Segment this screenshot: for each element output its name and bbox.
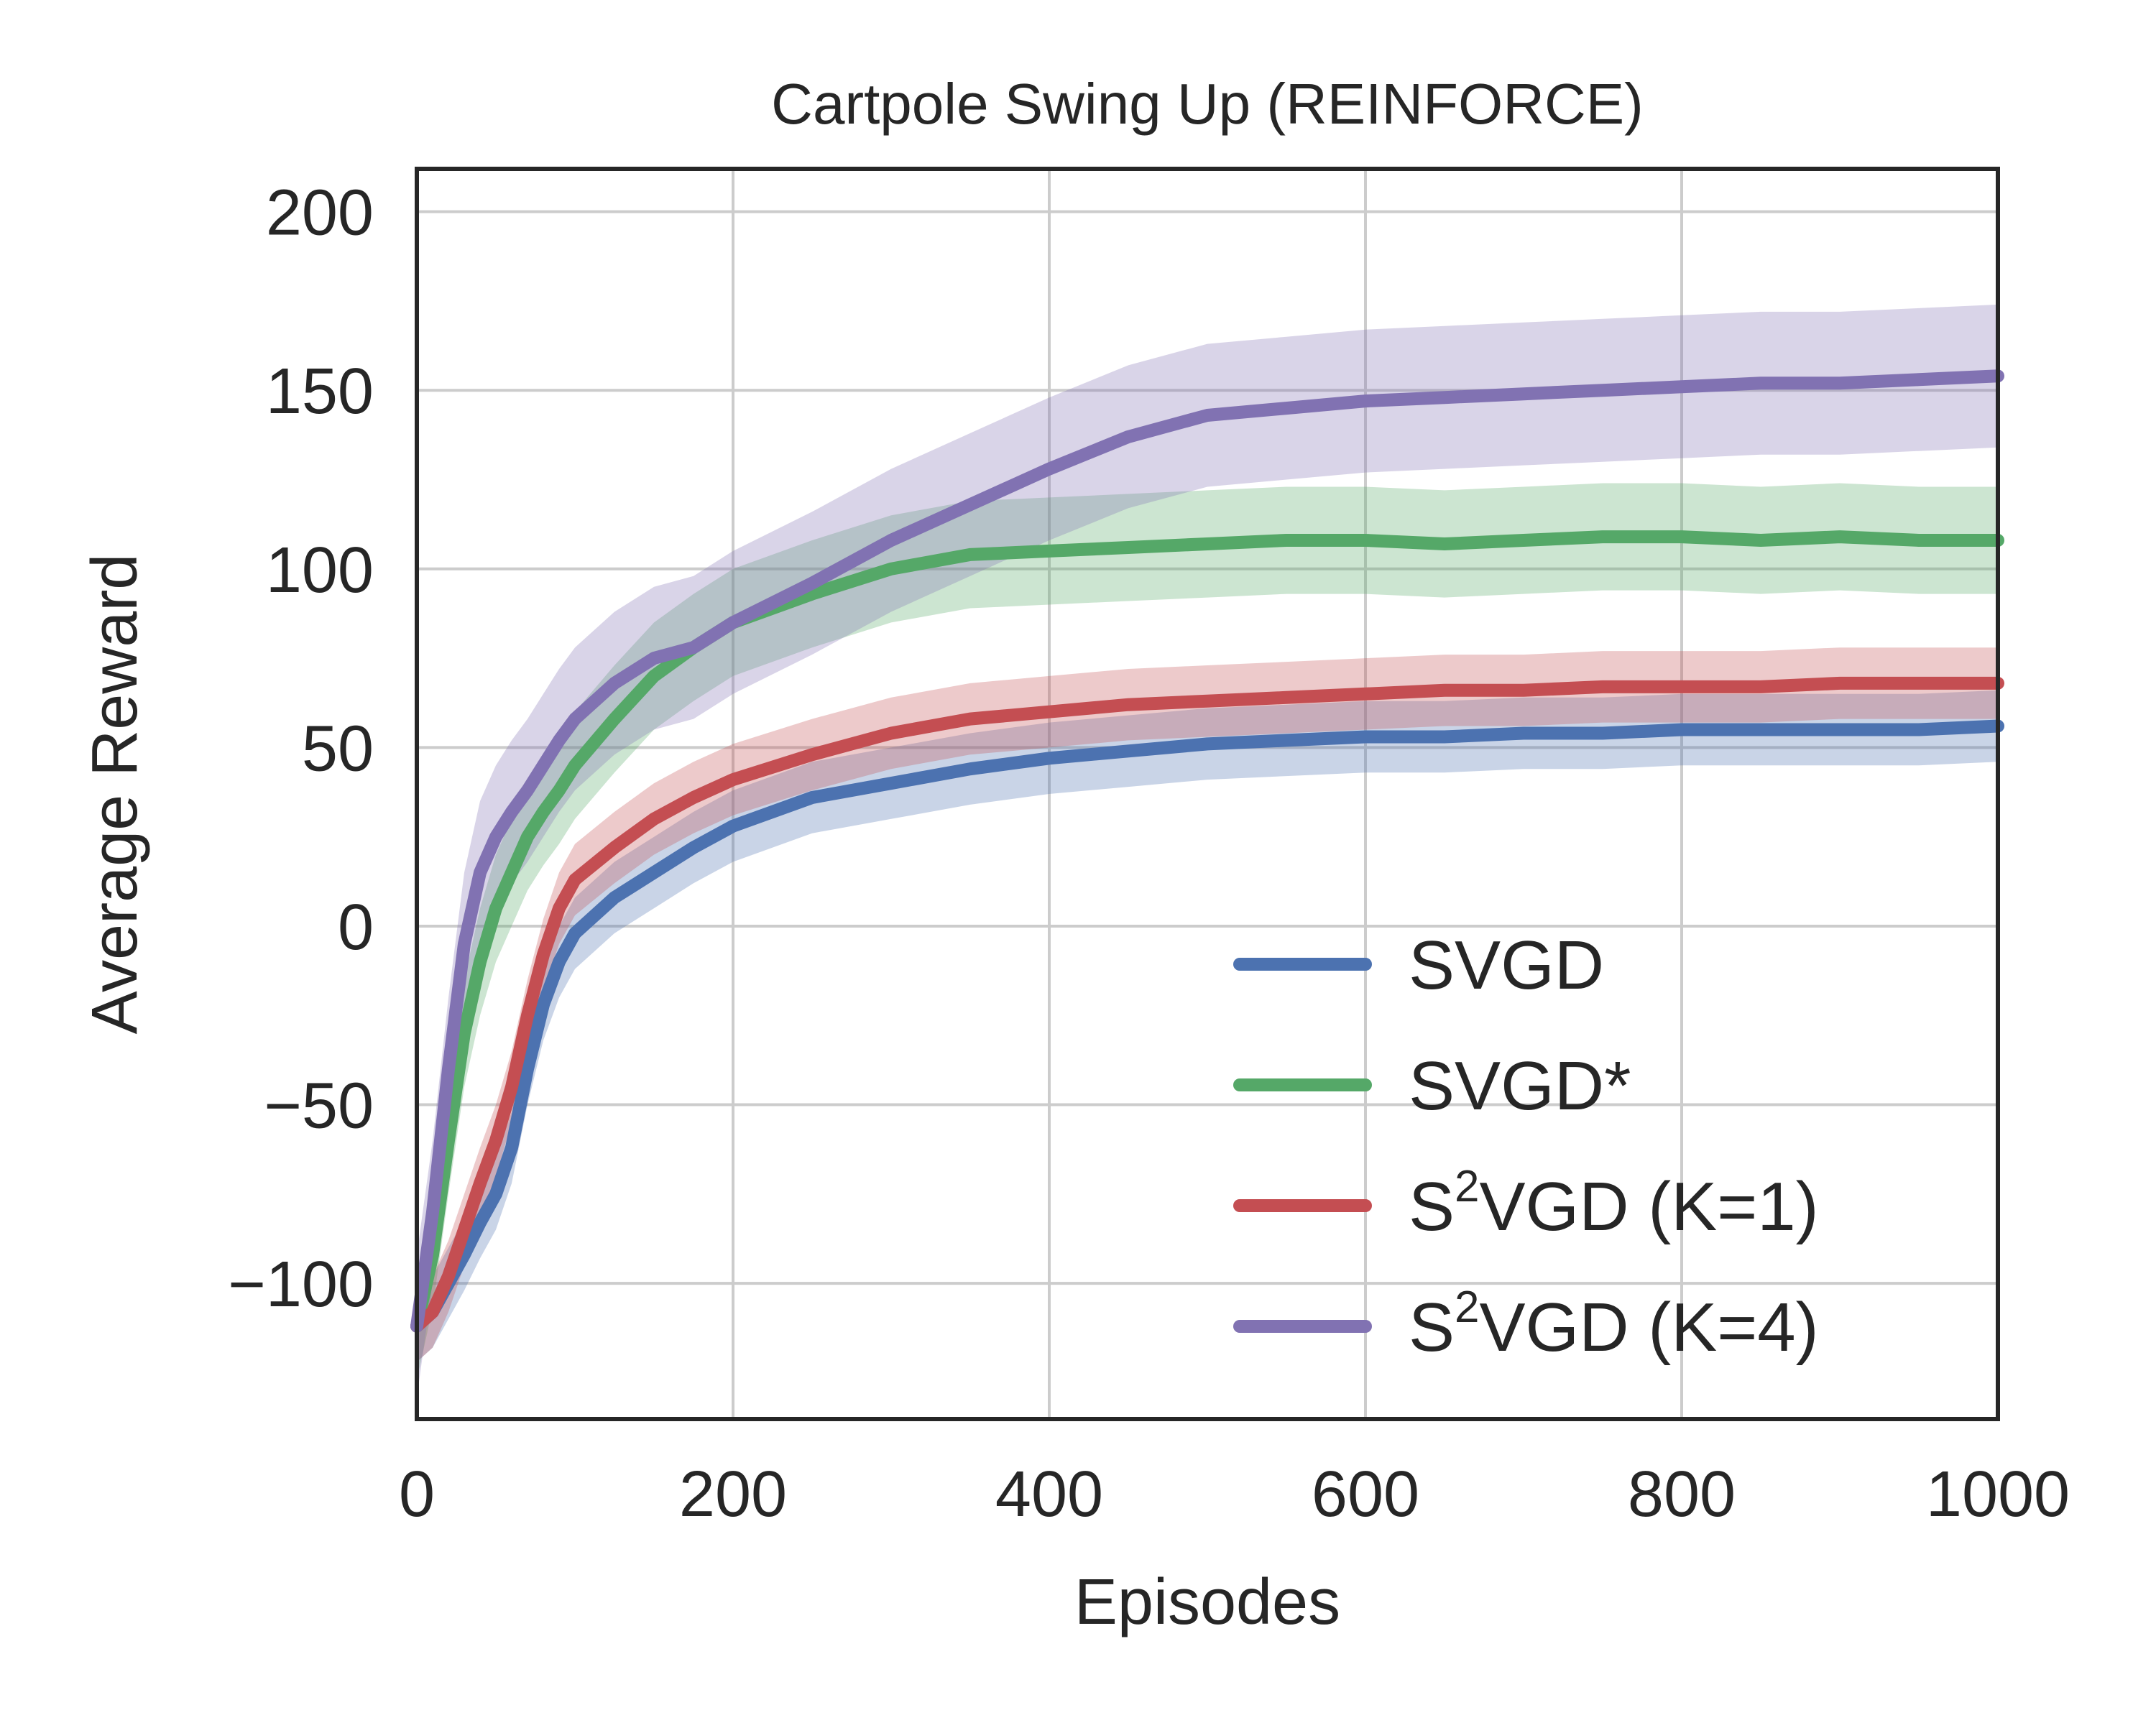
legend-label-main: S	[1409, 1289, 1455, 1366]
y-tick-label: 200	[266, 177, 374, 249]
legend-label-main: S	[1409, 1168, 1455, 1245]
y-tick-label: 0	[338, 892, 374, 964]
legend-label-rest: VGD (K=1)	[1480, 1168, 1819, 1245]
x-tick-label: 800	[1628, 1459, 1736, 1530]
x-tick-label: 0	[399, 1459, 435, 1530]
chart-title: Cartpole Swing Up (REINFORCE)	[771, 72, 1644, 136]
y-tick-label: −100	[228, 1249, 374, 1321]
series-line-4	[410, 369, 2004, 1333]
y-axis-label: Average Reward	[79, 554, 151, 1035]
x-tick-labels: 0 200 400 600 800 1000	[399, 1459, 2070, 1530]
x-tick-label: 400	[995, 1459, 1103, 1530]
legend-label-superscript: 2	[1455, 1162, 1479, 1211]
legend-label-superscript: 2	[1455, 1283, 1479, 1332]
legend-item: SVGD	[1233, 927, 1604, 1004]
series-lines	[410, 369, 2004, 1333]
legend-item: SVGD*	[1233, 1048, 1631, 1124]
x-tick-label: 600	[1312, 1459, 1419, 1530]
legend-label: S2VGD (K=1)	[1409, 1162, 1819, 1245]
x-tick-label: 1000	[1926, 1459, 2070, 1530]
confidence-band-1	[417, 690, 1998, 1362]
y-tick-label: −50	[264, 1071, 374, 1142]
x-axis-label: Episodes	[1074, 1566, 1340, 1638]
series-line-1	[410, 719, 2004, 1333]
legend-label-rest: VGD (K=4)	[1480, 1289, 1819, 1366]
legend-label: SVGD*	[1409, 1048, 1631, 1124]
confidence-band-2	[417, 483, 1998, 1380]
series-line-2	[410, 530, 2004, 1333]
plot-frame	[415, 167, 2000, 1421]
y-tick-label: 100	[266, 535, 374, 606]
y-tick-labels: −100 −50 0 50 100 150 200	[228, 177, 374, 1321]
legend-label: S2VGD (K=4)	[1409, 1283, 1819, 1366]
y-tick-label: 50	[302, 713, 374, 785]
series-line-3	[410, 676, 2004, 1333]
legend-item: S2VGD (K=1)	[1233, 1162, 1819, 1245]
x-tick-label: 200	[679, 1459, 787, 1530]
y-tick-label: 150	[266, 356, 374, 428]
legend-label-main: SVGD	[1409, 927, 1604, 1004]
legend-label-main: SVGD*	[1409, 1048, 1631, 1124]
legend-item: S2VGD (K=4)	[1233, 1283, 1819, 1366]
legend-label: SVGD	[1409, 927, 1604, 1004]
